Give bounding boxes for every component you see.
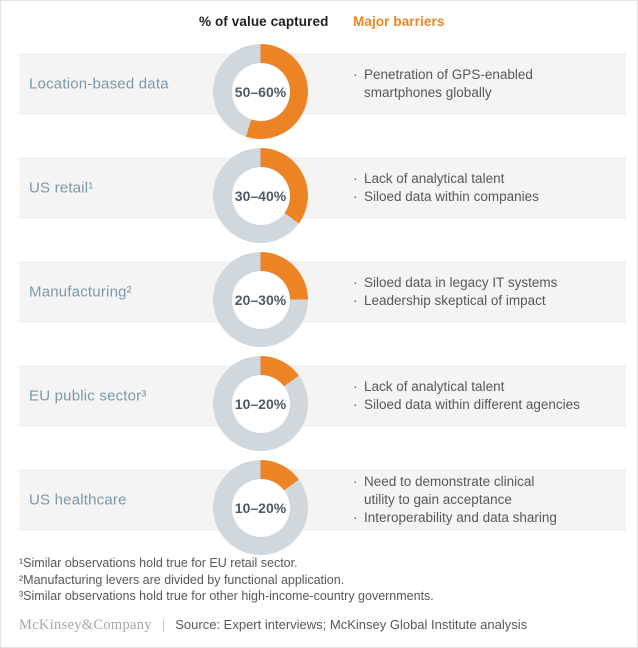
donut-chart: 10–20% — [213, 460, 308, 555]
bullet-icon: · — [353, 379, 358, 394]
footer-divider: | — [161, 617, 166, 632]
row-background-band — [19, 365, 626, 427]
row-background-band — [19, 53, 626, 115]
footer: McKinsey&Company | Source: Expert interv… — [19, 617, 619, 634]
barrier-text: Lack of analytical talent — [364, 379, 505, 394]
bullet-icon: · — [353, 189, 358, 204]
value-range-label: 20–30% — [234, 291, 287, 308]
value-range-label: 30–40% — [234, 187, 287, 204]
barrier-text: Lack of analytical talent — [364, 171, 505, 186]
sector-row-us-healthcare: US healthcare 10–20% · Need to demonstra… — [1, 460, 637, 555]
row-background-band — [19, 261, 626, 323]
sector-label: EU public sector³ — [29, 387, 147, 405]
donut-hole: 50–60% — [231, 62, 290, 121]
value-range-label: 10–20% — [234, 395, 287, 412]
barrier-text: Siloed data in legacy IT systems — [364, 275, 558, 290]
sector-row-eu-public-sector: EU public sector³ 10–20% · Lack of analy… — [1, 356, 637, 451]
sector-row-us-retail: US retail¹ 30–40% · Lack of analytical t… — [1, 148, 637, 243]
bullet-icon: · — [353, 293, 358, 308]
barrier-text: Interoperability and data sharing — [364, 510, 557, 525]
sector-row-location-based-data: Location-based data 50–60% · Penetration… — [1, 44, 637, 139]
sector-label: US healthcare — [29, 491, 127, 509]
bullet-icon: · — [353, 510, 358, 525]
sector-label: Location-based data — [29, 75, 169, 93]
mckinsey-logo: McKinsey&Company — [19, 617, 152, 633]
barrier-item: · Siloed data in legacy IT systems — [353, 274, 619, 292]
column-header-major-barriers: Major barriers — [353, 14, 445, 29]
donut-hole: 10–20% — [231, 478, 290, 537]
barriers-list: · Lack of analytical talent · Siloed dat… — [353, 378, 619, 414]
barrier-text: Siloed data within different agencies — [364, 397, 580, 412]
row-background-band — [19, 469, 626, 531]
donut-hole: 30–40% — [231, 166, 290, 225]
bullet-icon: · — [353, 67, 358, 82]
bullet-icon: · — [353, 474, 358, 489]
row-background-band — [19, 157, 626, 219]
value-range-label: 10–20% — [234, 499, 287, 516]
barriers-list: · Need to demonstrate clinical utility t… — [353, 473, 619, 527]
sector-row-manufacturing: Manufacturing² 20–30% · Siloed data in l… — [1, 252, 637, 347]
donut-chart: 10–20% — [213, 356, 308, 451]
bullet-icon: · — [353, 275, 358, 290]
barrier-text: Leadership skeptical of impact — [364, 293, 546, 308]
barrier-item: · Lack of analytical talent — [353, 170, 619, 188]
source-line: Source: Expert interviews; McKinsey Glob… — [175, 617, 528, 632]
bullet-icon: · — [353, 171, 358, 186]
barriers-list: · Siloed data in legacy IT systems · Lea… — [353, 274, 619, 310]
column-header-value-captured: % of value captured — [199, 14, 329, 29]
barrier-item: · Penetration of GPS-enabled smartphones… — [353, 66, 619, 102]
barrier-text: Need to demonstrate clinical utility to … — [364, 474, 535, 507]
barriers-list: · Lack of analytical talent · Siloed dat… — [353, 170, 619, 206]
barrier-item: · Siloed data within companies — [353, 188, 619, 206]
value-range-label: 50–60% — [234, 83, 287, 100]
donut-chart: 50–60% — [213, 44, 308, 139]
barrier-item: · Need to demonstrate clinical utility t… — [353, 473, 619, 509]
footnote-1: ¹Similar observations hold true for EU r… — [19, 556, 298, 570]
footnote-2: ²Manufacturing levers are divided by fun… — [19, 572, 345, 587]
donut-hole: 20–30% — [231, 270, 290, 329]
donut-chart: 30–40% — [213, 148, 308, 243]
barriers-list: · Penetration of GPS-enabled smartphones… — [353, 66, 619, 102]
donut-hole: 10–20% — [231, 374, 290, 433]
sector-label: US retail¹ — [29, 179, 94, 197]
barrier-text: Siloed data within companies — [364, 189, 539, 204]
footnotes: ¹Similar observations hold true for EU r… — [19, 555, 434, 605]
barrier-item: · Siloed data within different agencies — [353, 396, 619, 414]
donut-chart: 20–30% — [213, 252, 308, 347]
sector-label: Manufacturing² — [29, 283, 132, 301]
footnote-3: ³Similar observations hold true for othe… — [19, 589, 434, 603]
barrier-item: · Lack of analytical talent — [353, 378, 619, 396]
barrier-item: · Interoperability and data sharing — [353, 509, 619, 527]
barrier-text: Penetration of GPS-enabled smartphones g… — [364, 67, 533, 100]
barrier-item: · Leadership skeptical of impact — [353, 292, 619, 310]
bullet-icon: · — [353, 397, 358, 412]
